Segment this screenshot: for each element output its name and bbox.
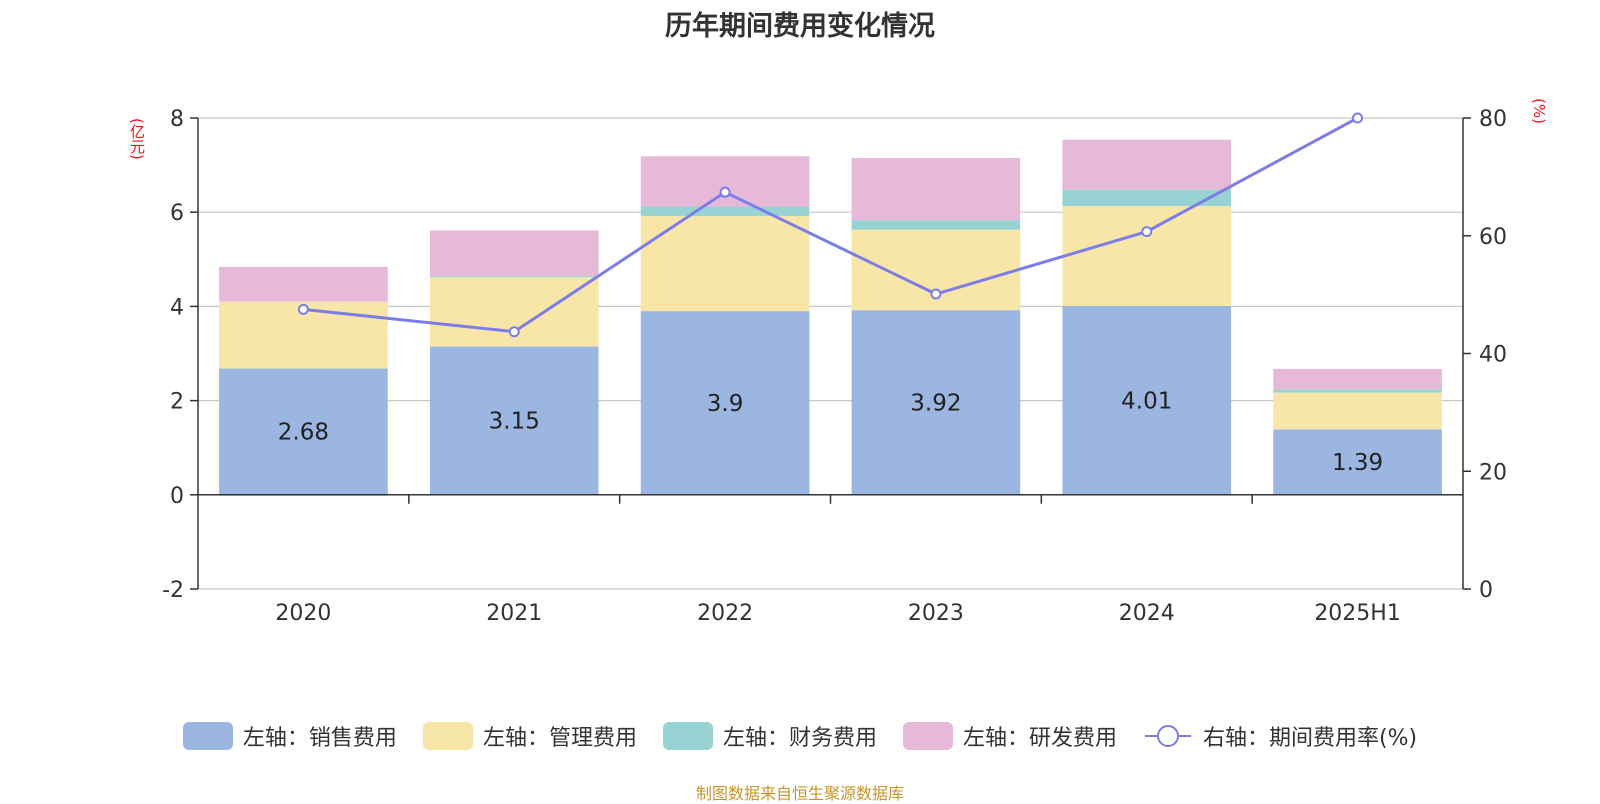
rate-point <box>1141 226 1153 238</box>
right-axis-tick-label: 60 <box>1479 225 1507 250</box>
rate-point <box>1352 112 1364 124</box>
bar-segment <box>1062 206 1232 306</box>
legend-swatch-finance <box>662 722 713 750</box>
bar-data-label: 3.92 <box>910 390 961 416</box>
source-note: 制图数据来自恒生聚源数据库 <box>695 784 904 803</box>
bar-segment <box>640 206 810 216</box>
legend-swatch-sales <box>182 722 233 750</box>
right-axis-unit: (%) <box>1530 98 1548 124</box>
bar-segment <box>1062 305 1232 495</box>
left-axis-tick-label: 4 <box>170 295 184 320</box>
bar-segment <box>429 346 599 495</box>
bar-segment <box>429 230 599 276</box>
bar-segment <box>851 310 1021 495</box>
bar-segment <box>1062 189 1232 207</box>
bar-segment <box>640 156 810 207</box>
left-axis-tick-label: 0 <box>170 484 184 509</box>
legend-swatch-admin <box>422 722 473 750</box>
legend-swatch-rnd <box>902 722 953 750</box>
x-axis-tick-label: 2025H1 <box>1314 601 1401 626</box>
rate-point <box>930 288 942 300</box>
right-axis-tick-label: 40 <box>1479 343 1507 368</box>
bar-segment <box>1062 139 1232 190</box>
legend-label-admin: 左轴：管理费用 <box>482 726 637 751</box>
bar-segment <box>429 275 599 278</box>
bar-segment <box>1273 389 1442 393</box>
bar-segment <box>219 266 388 302</box>
legend-label-sales: 左轴：销售费用 <box>242 726 397 751</box>
chart-title: 历年期间费用变化情况 <box>665 11 935 42</box>
left-axis-unit: (亿元) <box>128 118 146 160</box>
legend-label-rnd: 左轴：研发费用 <box>962 726 1117 751</box>
right-axis-tick-label: 0 <box>1479 578 1493 603</box>
bar-segment <box>219 368 388 495</box>
bar-data-label: 4.01 <box>1121 388 1172 414</box>
bar-segment <box>851 220 1021 230</box>
x-axis-tick-label: 2021 <box>486 601 542 626</box>
x-axis-tick-label: 2020 <box>275 601 331 626</box>
legend-item-finance[interactable]: 左轴：财务费用 <box>662 720 877 752</box>
legend-item-rate[interactable]: 右轴：期间费用率(%) <box>1143 720 1417 752</box>
bar-segment <box>640 311 810 495</box>
left-axis-tick-label: 6 <box>170 201 184 226</box>
bar-data-label: 3.9 <box>707 391 744 417</box>
bar-data-label: 2.68 <box>278 420 329 446</box>
left-axis-tick-label: -2 <box>162 578 184 603</box>
legend-line-marker-icon <box>1144 725 1191 747</box>
x-axis-tick-label: 2022 <box>697 601 753 626</box>
bar-data-label: 3.15 <box>489 409 540 435</box>
left-axis-tick-label: 2 <box>170 390 184 415</box>
x-axis-tick-label: 2023 <box>908 601 964 626</box>
legend-item-admin[interactable]: 左轴：管理费用 <box>422 720 637 752</box>
legend: 左轴：销售费用 左轴：管理费用 左轴：财务费用 左轴：研发费用 右轴：期间费用率… <box>0 720 1600 752</box>
bar-segment <box>1273 429 1442 495</box>
x-axis-tick-label: 2024 <box>1119 601 1175 626</box>
legend-item-sales[interactable]: 左轴：销售费用 <box>182 720 397 752</box>
legend-item-rnd[interactable]: 左轴：研发费用 <box>902 720 1117 752</box>
legend-label-rate: 右轴：期间费用率(%) <box>1202 726 1418 751</box>
rate-point <box>508 326 520 338</box>
bar-data-label: 1.39 <box>1332 450 1383 476</box>
bar-segment <box>640 215 810 312</box>
legend-label-finance: 左轴：财务费用 <box>722 726 877 751</box>
rate-line <box>303 116 1359 334</box>
right-axis-tick-label: 80 <box>1479 107 1507 132</box>
rate-point <box>297 303 309 315</box>
bar-segment <box>1273 392 1442 430</box>
bar-segment <box>851 158 1021 221</box>
rate-point <box>719 186 731 198</box>
bar-segment <box>1273 369 1442 390</box>
right-axis-tick-label: 20 <box>1479 460 1507 485</box>
left-axis-tick-label: 8 <box>170 107 184 132</box>
